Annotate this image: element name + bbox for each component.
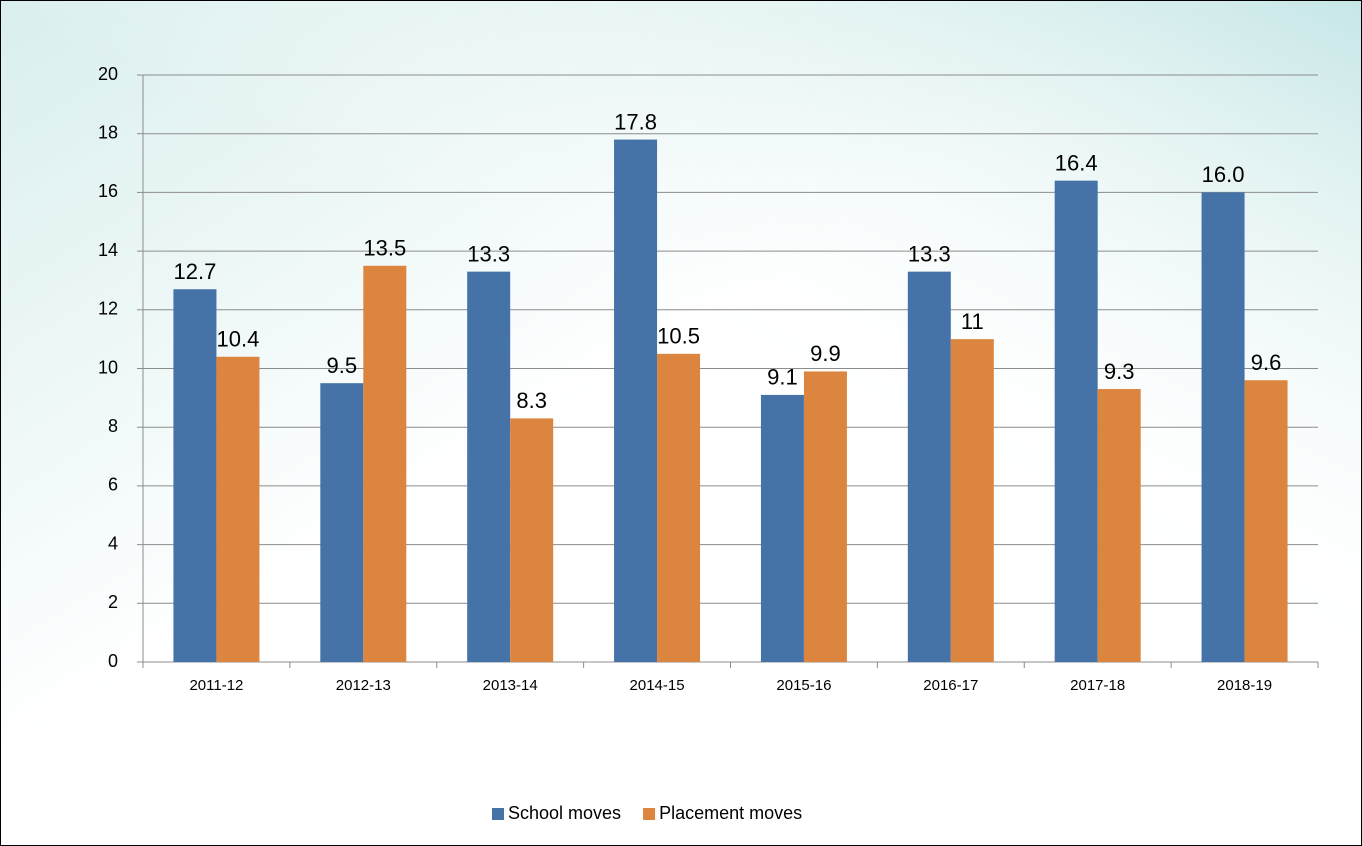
y-tick-label: 6 <box>108 475 118 495</box>
data-label: 16.4 <box>1055 150 1098 175</box>
data-label: 17.8 <box>614 109 657 134</box>
bar <box>1201 192 1245 662</box>
x-tick-label: 2018-19 <box>1217 677 1272 694</box>
data-label: 9.9 <box>810 341 841 366</box>
bar <box>803 371 847 662</box>
bar <box>657 353 701 662</box>
bar <box>1054 180 1098 662</box>
data-label: 9.5 <box>327 353 358 378</box>
y-tick-label: 0 <box>108 651 118 671</box>
y-tick-label: 2 <box>108 592 118 612</box>
data-label: 10.4 <box>217 327 260 352</box>
data-label: 9.1 <box>767 365 798 390</box>
data-label: 13.3 <box>908 241 951 266</box>
bar <box>467 271 511 662</box>
y-tick-label: 10 <box>98 357 118 377</box>
data-label: 9.6 <box>1251 350 1282 375</box>
y-tick-label: 16 <box>98 181 118 201</box>
x-tick-label: 2013-14 <box>483 677 538 694</box>
bar <box>1097 389 1141 662</box>
legend-swatch <box>643 808 656 820</box>
data-label: 12.7 <box>174 259 217 284</box>
data-label: 10.5 <box>657 324 700 349</box>
data-label: 11 <box>961 309 984 334</box>
x-tick-label: 2011-12 <box>189 677 243 694</box>
bar <box>320 383 364 662</box>
data-label: 16.0 <box>1202 162 1245 187</box>
bar <box>950 339 994 662</box>
data-label: 9.3 <box>1104 359 1135 384</box>
bar <box>363 265 407 662</box>
bar <box>173 289 217 662</box>
y-tick-label: 20 <box>98 64 118 84</box>
x-tick-label: 2014-15 <box>630 677 685 694</box>
legend-swatch <box>492 808 504 820</box>
bar <box>614 139 658 662</box>
data-label: 13.3 <box>467 241 510 266</box>
bar <box>760 394 804 662</box>
x-tick-label: 2017-18 <box>1070 677 1125 694</box>
data-label: 8.3 <box>516 388 547 413</box>
bar <box>510 418 554 662</box>
x-tick-label: 2016-17 <box>923 677 978 694</box>
y-tick-label: 12 <box>98 299 118 319</box>
y-tick-label: 14 <box>98 240 118 260</box>
bar <box>907 271 951 662</box>
bar <box>216 356 260 662</box>
x-tick-label: 2015-16 <box>776 677 831 694</box>
bar <box>1244 380 1288 662</box>
data-label: 13.5 <box>363 236 406 261</box>
y-tick-label: 18 <box>98 122 118 142</box>
legend-label: Placement moves <box>659 803 802 823</box>
x-tick-label: 2012-13 <box>336 677 391 694</box>
y-tick-label: 8 <box>108 416 118 436</box>
y-tick-label: 4 <box>108 533 118 553</box>
legend-label: School moves <box>508 803 621 823</box>
